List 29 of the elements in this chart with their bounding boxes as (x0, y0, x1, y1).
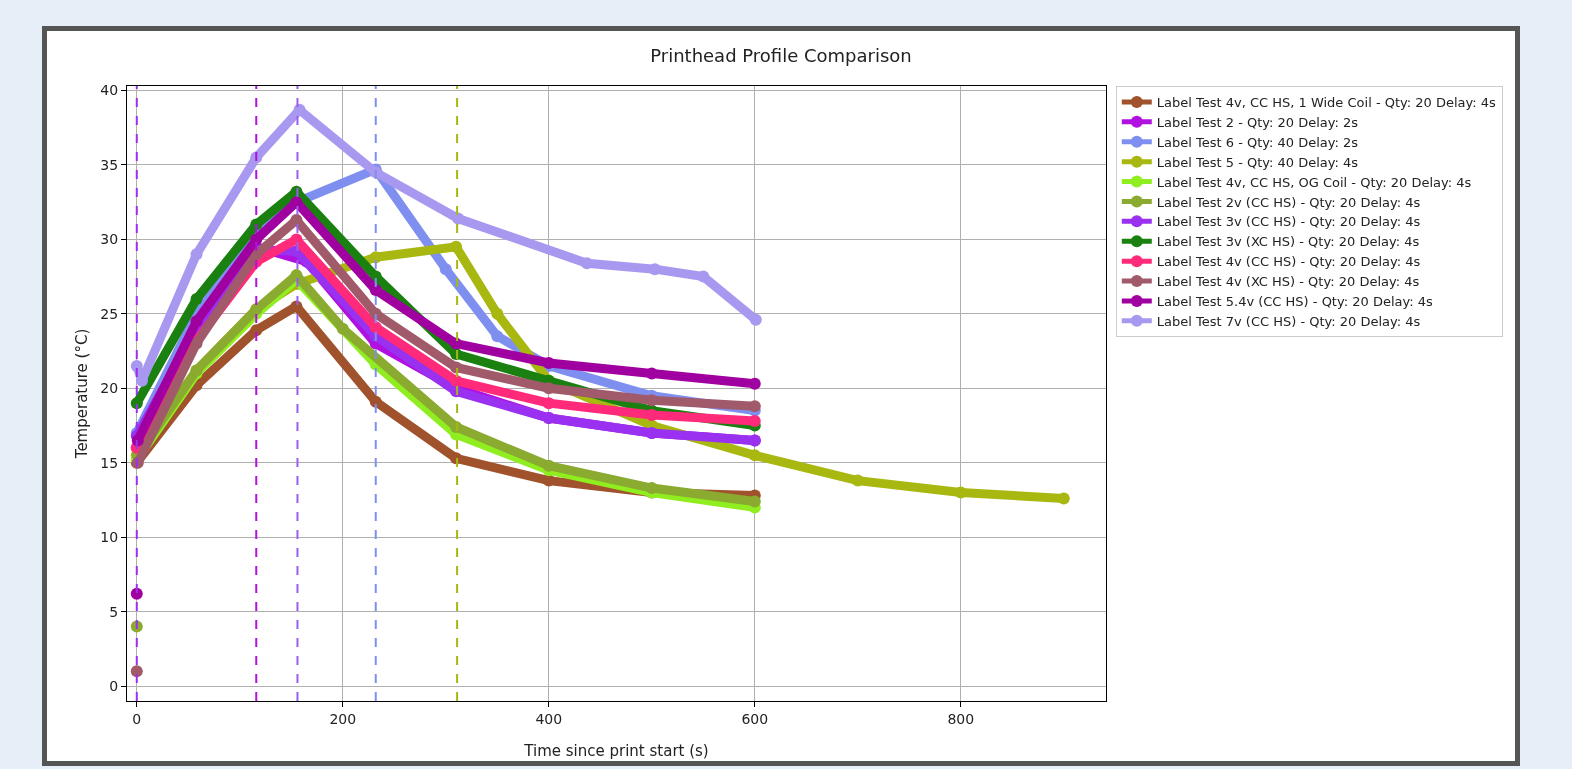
y-tick-label: 0 (109, 678, 119, 695)
legend-label: Label Test 2 - Qty: 20 Delay: 2s (1156, 114, 1359, 130)
y-tick-label: 35 (100, 156, 119, 173)
y-tick-label: 10 (100, 529, 119, 546)
legend-label: Label Test 4v (CC HS) - Qty: 20 Delay: 4s (1156, 254, 1421, 270)
legend-label: Label Test 5.4v (CC HS) - Qty: 20 Delay: 4s (1156, 294, 1434, 310)
y-tick-label: 15 (100, 454, 119, 471)
legend-label: Label Test 3v (CC HS) - Qty: 20 Delay: 4s (1156, 214, 1421, 230)
y-tick-label: 5 (109, 603, 119, 620)
y-tick-label: 20 (100, 380, 119, 397)
legend-label: Label Test 4v, CC HS, 1 Wide Coil - Qty: 20 Delay: 4s (1156, 95, 1497, 111)
y-tick-label: 30 (100, 231, 119, 248)
y-tick-label: 25 (100, 305, 119, 322)
x-axis-title: Time since print start (s) (523, 742, 709, 760)
chart-title: Printhead Profile Comparison (650, 44, 912, 66)
legend-label: Label Test 2v (CC HS) - Qty: 20 Delay: 4s (1156, 194, 1421, 210)
y-tick-label: 40 (100, 82, 119, 99)
legend-label: Label Test 6 - Qty: 40 Delay: 2s (1156, 134, 1359, 150)
x-tick-label: 400 (535, 710, 563, 727)
x-tick-label: 200 (329, 710, 357, 727)
legend-label: Label Test 7v (CC HS) - Qty: 20 Delay: 4s (1156, 313, 1421, 329)
x-tick-label: 600 (741, 710, 769, 727)
legend-label: Label Test 3v (XC HS) - Qty: 20 Delay: 4s (1156, 234, 1420, 250)
legend-label: Label Test 4v, CC HS, OG Coil - Qty: 20 Delay: 4s (1156, 174, 1472, 190)
x-tick-label: 0 (132, 710, 142, 727)
x-tick-label: 800 (947, 710, 975, 727)
legend-label: Label Test 5 - Qty: 40 Delay: 4s (1156, 154, 1359, 170)
legend-label: Label Test 4v (XC HS) - Qty: 20 Delay: 4s (1156, 274, 1420, 290)
y-axis-title: Temperature (°C) (73, 328, 91, 460)
